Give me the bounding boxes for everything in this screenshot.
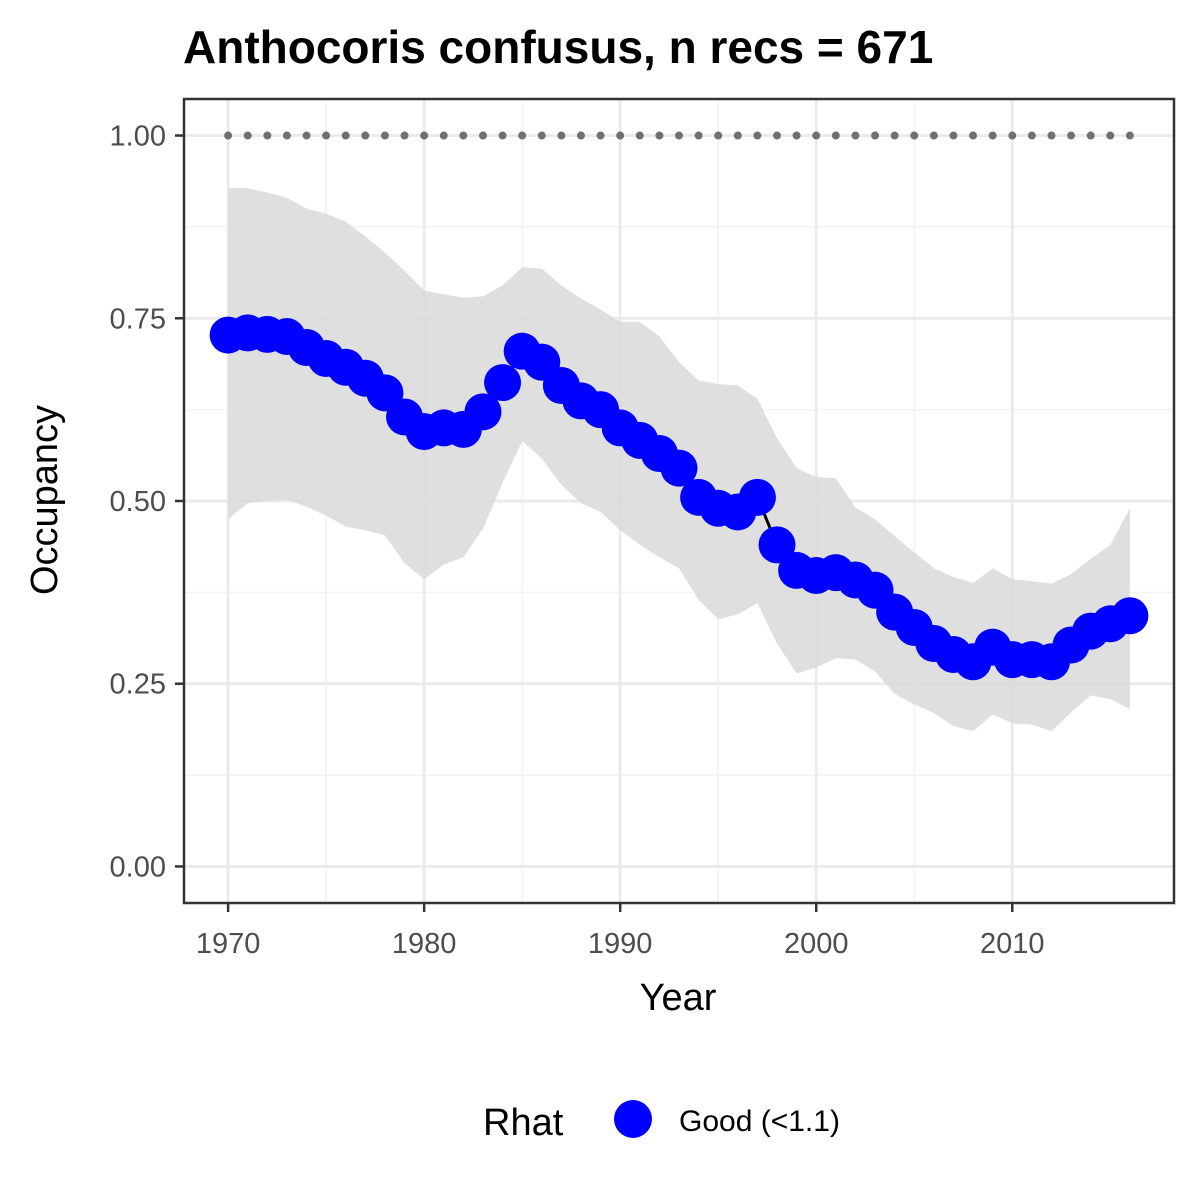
reference-dot: [341, 131, 350, 140]
occupancy-point: [484, 364, 522, 402]
reference-dot: [792, 131, 801, 140]
reference-dot: [1106, 131, 1115, 140]
reference-dot: [537, 131, 546, 140]
reference-dot: [616, 131, 625, 140]
occupancy-points: [209, 314, 1149, 681]
x-axis-title: Year: [640, 977, 717, 1019]
reference-dot: [773, 131, 782, 140]
y-tick-label: 0.00: [110, 851, 166, 883]
y-tick-label: 0.25: [110, 669, 166, 701]
reference-dot: [596, 131, 605, 140]
x-tick-label: 2010: [980, 928, 1045, 960]
occupancy-point: [758, 526, 796, 564]
reference-dot: [459, 131, 468, 140]
reference-line-dots: [224, 131, 1134, 140]
reference-dot: [988, 131, 997, 140]
reference-dot: [1067, 131, 1076, 140]
reference-dot: [1027, 131, 1036, 140]
x-tick-label: 2000: [784, 928, 849, 960]
occupancy-point: [738, 478, 776, 516]
reference-dot: [831, 131, 840, 140]
reference-dot: [282, 131, 291, 140]
reference-dot: [929, 131, 938, 140]
reference-dot: [420, 131, 429, 140]
reference-dot: [753, 131, 762, 140]
reference-dot: [675, 131, 683, 140]
reference-dot: [400, 131, 409, 140]
reference-dot: [1008, 131, 1017, 140]
legend-key-good: [614, 1100, 652, 1138]
reference-dot: [635, 131, 644, 140]
y-tick-label: 1.00: [110, 121, 166, 153]
reference-dot: [478, 131, 487, 140]
y-tick-label: 0.50: [110, 486, 166, 518]
legend-label-good: Good (<1.1): [679, 1105, 840, 1138]
reference-dot: [890, 131, 899, 140]
reference-dot: [1086, 131, 1095, 140]
reference-dot: [302, 131, 311, 140]
reference-dot: [361, 131, 370, 140]
reference-dot: [322, 131, 331, 140]
occupancy-point: [660, 449, 698, 487]
reference-dot: [243, 131, 252, 140]
reference-dot: [1047, 131, 1056, 140]
reference-dot: [733, 131, 742, 140]
x-tick-label: 1990: [588, 928, 653, 960]
reference-dot: [949, 131, 958, 140]
reference-dot: [576, 131, 585, 140]
reference-dot: [910, 131, 919, 140]
x-tick-label: 1980: [392, 928, 457, 960]
reference-dot: [655, 131, 664, 140]
axis-ticks: 1970 1980 1990 2000 2010 0.00 0.25 0.50 0.75 1.00: [110, 121, 1045, 960]
y-axis-title: Occupancy: [24, 405, 66, 595]
reference-dot: [557, 131, 566, 140]
reference-dot: [518, 131, 527, 140]
reference-dot: [439, 131, 448, 140]
legend: Rhat Good (<1.1): [483, 1100, 840, 1144]
occupancy-point: [464, 393, 502, 431]
reference-dot: [871, 131, 880, 140]
reference-dot: [851, 131, 860, 140]
reference-dot: [812, 131, 821, 140]
reference-dot: [498, 131, 507, 140]
x-tick-label: 1970: [196, 928, 261, 960]
reference-dot: [1125, 131, 1134, 140]
legend-title: Rhat: [483, 1102, 564, 1144]
occupancy-point: [1111, 597, 1149, 635]
reference-dot: [694, 131, 703, 140]
reference-dot: [969, 131, 978, 140]
reference-dot: [714, 131, 723, 140]
reference-dot: [263, 131, 272, 140]
chart-title: Anthocoris confusus, n recs = 671: [183, 21, 933, 73]
reference-dot: [380, 131, 389, 140]
reference-dot: [224, 131, 233, 140]
y-tick-label: 0.75: [110, 303, 166, 335]
